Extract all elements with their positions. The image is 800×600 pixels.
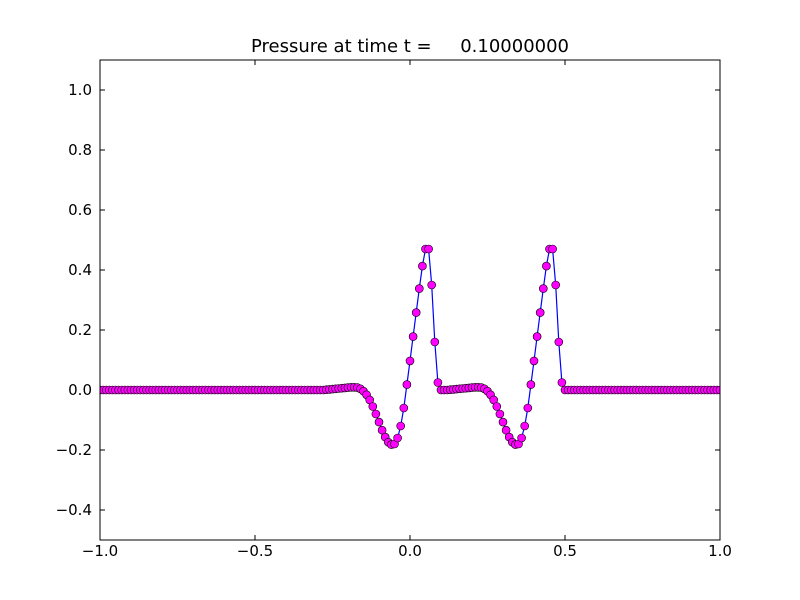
data-point [715, 385, 720, 395]
data-series [100, 244, 720, 449]
chart-title: Pressure at time t = 0.10000000 [251, 36, 569, 57]
data-point [520, 421, 530, 431]
x-tick-label: −0.5 [237, 542, 273, 560]
x-tick-label: −1.0 [82, 542, 118, 560]
data-point [492, 402, 502, 411]
plot-area-frame [99, 59, 721, 541]
data-point [532, 332, 542, 341]
data-point [535, 308, 545, 317]
data-point [529, 356, 539, 366]
data-point [374, 417, 384, 427]
x-tick-label: 1.0 [708, 542, 732, 560]
data-point [399, 403, 409, 413]
data-point [402, 380, 412, 389]
y-tick-label: 0.8 [68, 141, 92, 159]
data-point [557, 378, 567, 387]
data-point [548, 244, 557, 254]
y-tick-label: 0.0 [68, 381, 92, 399]
axis-ticks: −1.0 −0.5 0.0 0.5 1.0 −0.4 −0.2 0.0 0.2 0.4 0.6 0.8… [56, 60, 732, 560]
y-tick-label: −0.4 [56, 501, 92, 519]
data-point [427, 280, 437, 290]
data-point [411, 308, 421, 317]
data-point [408, 332, 418, 341]
data-point [418, 261, 427, 271]
data-point [538, 284, 548, 293]
data-point [371, 409, 381, 419]
data-point [495, 409, 505, 419]
x-tick-label: 0.5 [553, 542, 577, 560]
data-point [542, 261, 551, 271]
data-point [517, 433, 526, 443]
data-point [396, 421, 406, 431]
x-tick-label: 0.0 [398, 542, 422, 560]
data-point [405, 356, 415, 366]
data-point [430, 337, 440, 347]
data-point [551, 280, 561, 290]
data-point [414, 284, 424, 293]
data-point [368, 402, 378, 411]
y-tick-label: −0.2 [56, 441, 92, 459]
data-point [526, 380, 536, 389]
y-tick-label: 0.4 [68, 261, 92, 279]
data-point [554, 337, 564, 347]
data-point [498, 417, 508, 427]
y-tick-label: 0.6 [68, 201, 92, 219]
data-point [433, 378, 443, 387]
data-point [393, 433, 402, 443]
data-point [424, 244, 433, 254]
y-tick-label: 1.0 [68, 81, 92, 99]
data-point [523, 403, 533, 413]
y-tick-label: 0.2 [68, 321, 92, 339]
